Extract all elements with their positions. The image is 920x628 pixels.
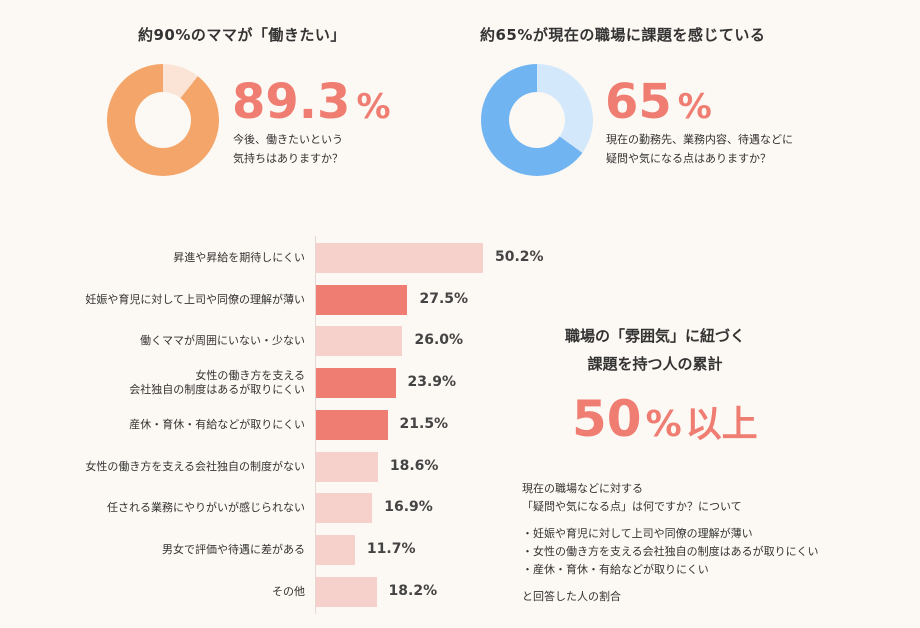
note-block: 現在の職場などに対する 「疑問や気になる点」は何ですか？について ・妊娠や育児に…: [522, 480, 818, 606]
bar-value-label: 21.5%: [399, 415, 449, 432]
panel-2-desc: 現在の勤務先、業務内容、待遇などに 疑問や気になる点はありますか？: [606, 130, 793, 168]
bar-value-label: 11.7%: [366, 540, 416, 557]
category-label: 産休・育休・有給などが取りにくい: [129, 417, 305, 431]
bar: [316, 284, 408, 315]
chart-axis: [315, 236, 316, 614]
note-intro-line: 「疑問や気になる点」は何ですか？について: [522, 500, 742, 513]
panel-1-desc: 今後、働きたいという 気持ちはありますか？: [233, 130, 343, 168]
bar: [316, 451, 378, 482]
panel-2-donut: [481, 64, 593, 176]
panel-2-percent: 65%: [605, 78, 712, 126]
panel-1-donut-hole: [135, 92, 191, 148]
bar-value-label: 50.2%: [495, 249, 544, 265]
note-item: ・妊娠や育児に対して上司や同僚の理解が薄い: [522, 527, 753, 540]
panel-2-desc-line: 疑問や気になる点はありますか？: [606, 152, 771, 165]
cumulative-title-line: 職場の「雰囲気」に紐づく: [564, 327, 745, 345]
cumulative-value: 50: [572, 390, 642, 448]
category-label: 働くママが周囲にいない・少ない: [140, 334, 305, 348]
panel-1-desc-line: 気持ちはありますか？: [233, 152, 343, 165]
bar: [316, 534, 355, 565]
category-label: 任される業務にやりがいが感じられない: [107, 501, 305, 515]
panel-2-desc-line: 現在の勤務先、業務内容、待遇などに: [606, 133, 793, 146]
category-label: 昇進や昇給を期待しにくい: [173, 251, 305, 264]
category-label: 妊娠や育児に対して上司や同僚の理解が薄い: [85, 292, 305, 306]
cumulative-title-line: 課題を持つ人の累計: [587, 355, 723, 373]
panel-1-percent: 89.3%: [232, 78, 391, 126]
bar: [316, 243, 483, 273]
panel-1-unit: %: [356, 87, 391, 127]
bar-value-label: 18.2%: [388, 582, 438, 599]
note-intro-line: 現在の職場などに対する: [522, 482, 643, 495]
panel-2-title: 約65%が現在の職場に課題を感じている: [480, 26, 766, 44]
note-item: ・女性の働き方を支える会社独自の制度はあるが取りにくい: [522, 545, 819, 558]
category-label: 女性の働き方を支える会社独自の制度がない: [85, 459, 305, 473]
bar: [316, 368, 396, 399]
bar-value-label: 27.5%: [419, 290, 469, 307]
bar-value-label: 18.6%: [389, 457, 439, 474]
panel-1-donut: [107, 64, 219, 176]
category-label: その他: [272, 584, 305, 598]
note-item: ・産休・育休・有給などが取りにくい: [522, 563, 709, 576]
panel-2-donut-hole: [509, 92, 565, 148]
note-outro: と回答した人の割合: [522, 590, 621, 603]
cumulative-suffix: 以上: [685, 404, 758, 445]
panel-2-unit: %: [677, 87, 712, 127]
category-label: 女性の働き方を支える 会社独自の制度はあるが取りにくい: [129, 369, 305, 397]
bar-value-label: 16.9%: [384, 499, 433, 516]
bar: [316, 409, 388, 440]
category-label: 男女で評価や待遇に差がある: [162, 542, 305, 556]
panel-1-desc-line: 今後、働きたいという: [233, 133, 343, 146]
cumulative-number: 50% 以上: [572, 394, 758, 444]
bar: [316, 326, 403, 357]
cumulative-unit: %: [645, 404, 682, 445]
bar: [316, 493, 373, 524]
panel-2-value: 65: [605, 74, 672, 130]
category-labels: 昇進や昇給を期待しにくい妊娠や育児に対して上司や同僚の理解が薄い働くママが周囲に…: [0, 236, 305, 616]
cumulative-title: 職場の「雰囲気」に紐づく 課題を持つ人の累計: [530, 322, 780, 378]
bar-chart: 昇進や昇給を期待しにくい妊娠や育児に対して上司や同僚の理解が薄い働くママが周囲に…: [0, 236, 560, 616]
bar-value-label: 23.9%: [407, 374, 457, 391]
bar-value-label: 26.0%: [414, 332, 464, 349]
panel-1-title: 約90%のママが「働きたい」: [138, 26, 346, 44]
bar: [316, 576, 377, 607]
panel-1-value: 89.3: [232, 74, 351, 130]
